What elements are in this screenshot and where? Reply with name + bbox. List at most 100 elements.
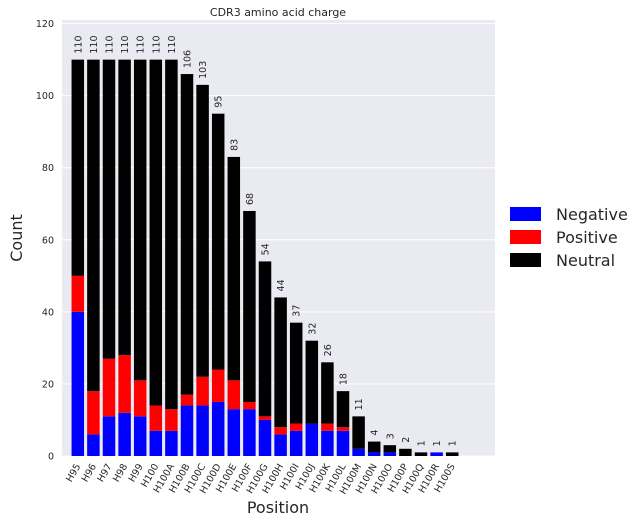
data-label: 103 xyxy=(198,61,209,79)
data-label: 110 xyxy=(136,35,147,53)
data-label: 2 xyxy=(401,437,412,443)
bar-positive-h100c xyxy=(196,376,209,406)
data-label: 18 xyxy=(339,373,350,385)
bar-neutral-h95 xyxy=(71,59,85,276)
bar-neutral-h98 xyxy=(118,59,131,356)
data-label: 37 xyxy=(292,305,303,317)
bar-positive-h100g xyxy=(258,416,272,420)
legend: Negative Positive Neutral xyxy=(510,205,628,270)
bar-positive-h100l xyxy=(336,427,350,431)
legend-swatch-positive xyxy=(510,230,541,244)
bar-neutral-h100b xyxy=(180,74,194,395)
y-tick-label: 0 xyxy=(48,452,54,463)
bar-positive-h96 xyxy=(87,391,100,435)
data-label: 3 xyxy=(385,433,396,439)
bars xyxy=(71,59,459,456)
bar-neutral-h100s xyxy=(445,452,459,456)
data-label: 106 xyxy=(183,50,194,68)
bar-neutral-h100p xyxy=(399,448,412,456)
data-label: 110 xyxy=(151,35,162,53)
data-label: 54 xyxy=(261,243,272,255)
y-axis-label: Count xyxy=(7,214,26,262)
data-label: 32 xyxy=(307,323,318,335)
bar-negative-h100 xyxy=(149,430,163,456)
data-label: 95 xyxy=(214,96,225,108)
bar-negative-h95 xyxy=(71,311,85,456)
x-tick-labels: H95H96H97H98H99H100H100AH100BH100CH100DH… xyxy=(64,461,458,496)
bar-positive-h100a xyxy=(165,409,178,431)
y-tick-label: 100 xyxy=(36,91,54,102)
y-tick-label: 20 xyxy=(42,379,54,390)
bar-negative-h98 xyxy=(118,412,131,456)
legend-label-negative: Negative xyxy=(556,205,628,224)
bar-negative-h100a xyxy=(165,430,178,456)
bar-neutral-h100c xyxy=(196,84,209,377)
bar-neutral-h100i xyxy=(289,322,303,424)
bar-positive-h98 xyxy=(118,355,131,413)
bar-negative-h100h xyxy=(274,434,287,456)
bar-positive-h100b xyxy=(180,394,194,406)
bar-neutral-h100q xyxy=(414,452,428,456)
bar-positive-h95 xyxy=(71,275,85,312)
x-tick-label: H95 xyxy=(64,462,83,484)
data-label: 110 xyxy=(89,35,100,53)
data-label: 1 xyxy=(417,440,428,446)
data-label: 110 xyxy=(167,35,178,53)
legend-swatch-negative xyxy=(510,207,541,221)
bar-neutral-h100h xyxy=(274,297,287,428)
bar-positive-h100h xyxy=(274,427,287,435)
bar-negative-h100r xyxy=(430,452,443,456)
bar-negative-h100g xyxy=(258,419,272,456)
data-labels: 110 110 110 110 110 110 110 106 103 95 83 68 54 44 37 3… xyxy=(73,35,458,446)
y-tick-labels: 0 20 40 60 80 100 120 xyxy=(36,19,54,462)
bar-negative-h100d xyxy=(211,401,225,456)
bar-positive-h100d xyxy=(211,369,225,402)
bar-negative-h97 xyxy=(102,416,116,456)
data-label: 110 xyxy=(73,35,84,53)
bar-neutral-h100j xyxy=(305,340,319,424)
bar-neutral-h100m xyxy=(352,416,365,449)
bar-neutral-h100d xyxy=(211,113,225,370)
x-tick-label: H96 xyxy=(80,462,99,484)
bar-neutral-h100a xyxy=(165,59,178,410)
y-tick-label: 40 xyxy=(42,307,54,318)
data-label: 1 xyxy=(448,440,459,446)
bar-positive-h100 xyxy=(149,405,163,431)
x-axis-label: Position xyxy=(247,498,309,517)
bar-neutral-h97 xyxy=(102,59,116,359)
bar-neutral-h100g xyxy=(258,261,272,417)
bar-negative-h100f xyxy=(243,409,256,456)
bar-negative-h100e xyxy=(227,409,241,456)
bar-neutral-h100f xyxy=(243,210,256,402)
y-tick-label: 80 xyxy=(42,163,54,174)
data-label: 26 xyxy=(323,344,334,356)
chart-title: CDR3 amino acid charge xyxy=(210,6,346,19)
bar-negative-h100c xyxy=(196,405,209,456)
legend-swatch-neutral xyxy=(510,253,541,267)
y-tick-label: 60 xyxy=(42,235,54,246)
x-tick-label: H98 xyxy=(111,462,130,484)
data-label: 4 xyxy=(370,430,381,436)
bar-positive-h100k xyxy=(321,423,334,431)
bar-negative-h100j xyxy=(305,423,319,456)
data-label: 68 xyxy=(245,193,256,205)
data-label: 44 xyxy=(276,279,287,291)
bar-negative-h100b xyxy=(180,405,194,456)
legend-label-positive: Positive xyxy=(556,228,618,247)
x-tick-label: H97 xyxy=(95,462,114,484)
bar-negative-h100l xyxy=(336,430,350,456)
bar-positive-h99 xyxy=(133,380,147,417)
bar-negative-h100o xyxy=(383,452,397,456)
bar-positive-h100f xyxy=(243,401,256,410)
legend-label-neutral: Neutral xyxy=(556,251,615,270)
bar-positive-h100i xyxy=(289,423,303,431)
data-label: 110 xyxy=(105,35,116,53)
bar-neutral-h100k xyxy=(321,362,334,424)
data-label: 1 xyxy=(432,440,443,446)
bar-neutral-h100n xyxy=(367,441,381,453)
bar-neutral-h100 xyxy=(149,59,163,406)
bar-neutral-h100e xyxy=(227,156,241,381)
bar-neutral-h99 xyxy=(133,59,147,381)
bar-negative-h100n xyxy=(367,452,381,456)
